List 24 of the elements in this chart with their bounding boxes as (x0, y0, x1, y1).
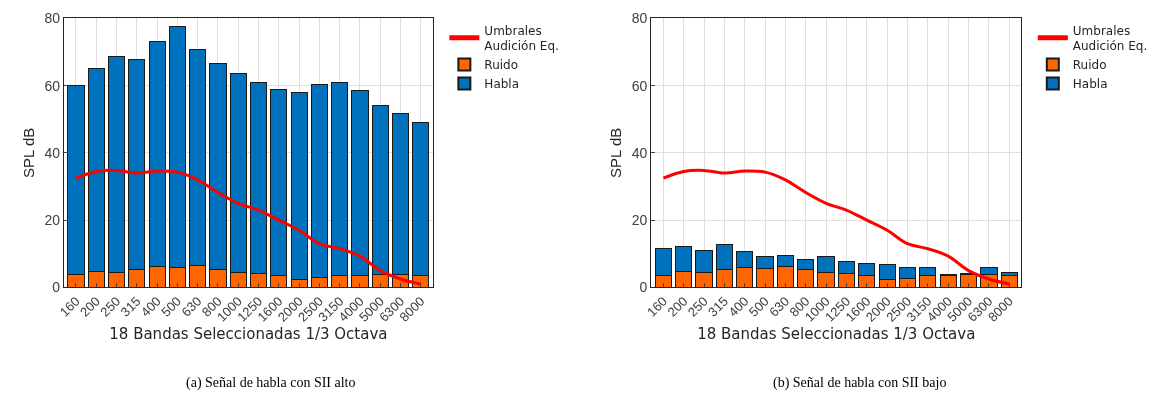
legend-label: Ruido (1072, 58, 1107, 73)
y-axis-title: SPL dB (606, 127, 624, 179)
legend-label: Umbrales Audición Eq. (484, 23, 559, 54)
y-tick-label: 40 (631, 144, 648, 161)
legend-label: Habla (484, 77, 520, 92)
line-series (74, 168, 423, 286)
y-tick-label: 0 (52, 279, 61, 296)
y-tick-label: 60 (631, 77, 648, 94)
y-tick-label: 60 (44, 77, 61, 94)
y-tick-label: 80 (631, 10, 648, 27)
text: (b) Señal de habla con SII bajo (773, 375, 947, 391)
legend-label: Ruido (484, 58, 519, 73)
y-axis-title: SPL dB (19, 127, 37, 179)
legend-label: Habla (1072, 77, 1108, 92)
legend-label: Umbrales Audición Eq. (1072, 23, 1148, 54)
text: (a) Señal de habla con SII alto (186, 375, 356, 391)
x-axis-title: 18 Bandas Seleccionadas 1/3 Octava (697, 324, 976, 343)
y-tick-label: 0 (639, 279, 648, 296)
line-series (661, 168, 1011, 286)
y-tick-label: 20 (44, 212, 61, 229)
x-axis-title: 18 Bandas Seleccionadas 1/3 Octava (109, 324, 388, 343)
y-tick-label: 20 (631, 212, 648, 229)
y-tick-label: 80 (44, 10, 61, 27)
y-tick-label: 40 (44, 144, 61, 161)
